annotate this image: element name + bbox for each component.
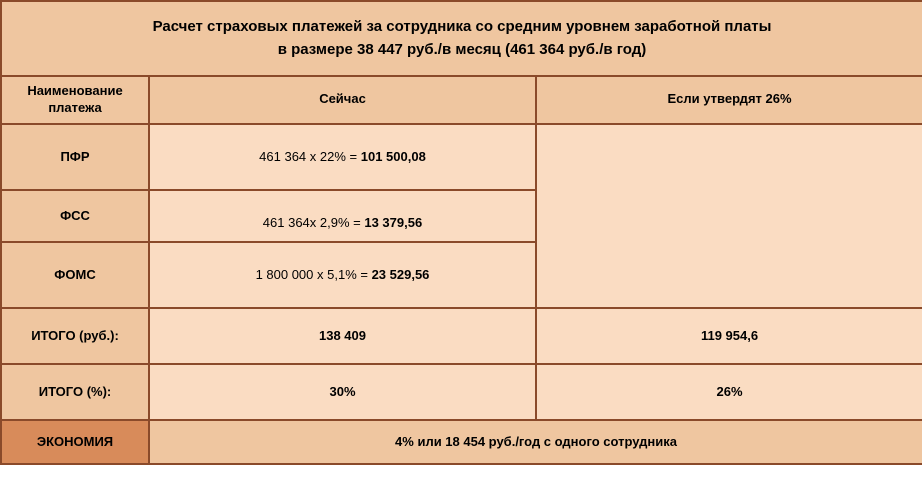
title-line2: в размере 38 447 руб./в месяц (461 364 р… <box>278 41 647 58</box>
savings-value: 4% или 18 454 руб./год с одного сотрудни… <box>149 420 922 464</box>
pfr-result: 101 500,08 <box>361 149 426 164</box>
insurance-payments-table: Расчет страховых платежей за сотрудника … <box>0 0 922 465</box>
label-fss: ФСС <box>1 190 149 242</box>
column-header-row: Наименование платежа Сейчас Если утвердя… <box>1 76 922 124</box>
col-header-proposed: Если утвердят 26% <box>536 76 922 124</box>
col-header-name: Наименование платежа <box>1 76 149 124</box>
label-savings: ЭКОНОМИЯ <box>1 420 149 464</box>
table-title-row: Расчет страховых платежей за сотрудника … <box>1 1 922 76</box>
row-total-pct: ИТОГО (%): 30% 26% <box>1 364 922 420</box>
label-total-rub: ИТОГО (руб.): <box>1 308 149 364</box>
fss-prefix: 461 364х 2,9% = <box>263 215 365 230</box>
proposed-empty-merged <box>536 124 922 308</box>
total-rub-now: 138 409 <box>149 308 536 364</box>
total-pct-now: 30% <box>149 364 536 420</box>
label-total-pct: ИТОГО (%): <box>1 364 149 420</box>
table-title-cell: Расчет страховых платежей за сотрудника … <box>1 1 922 76</box>
label-pfr: ПФР <box>1 124 149 190</box>
row-savings: ЭКОНОМИЯ 4% или 18 454 руб./год с одного… <box>1 420 922 464</box>
foms-prefix: 1 800 000 х 5,1% = <box>256 267 372 282</box>
calc-foms: 1 800 000 х 5,1% = 23 529,56 <box>149 242 536 308</box>
calc-pfr: 461 364 х 22% = 101 500,08 <box>149 124 536 190</box>
title-line1: Расчет страховых платежей за сотрудника … <box>153 18 772 35</box>
col-header-now: Сейчас <box>149 76 536 124</box>
row-pfr: ПФР 461 364 х 22% = 101 500,08 <box>1 124 922 190</box>
label-foms: ФОМС <box>1 242 149 308</box>
calc-fss: 461 364х 2,9% = 13 379,56 <box>149 190 536 242</box>
row-total-rub: ИТОГО (руб.): 138 409 119 954,6 <box>1 308 922 364</box>
total-rub-proposed: 119 954,6 <box>536 308 922 364</box>
total-pct-proposed: 26% <box>536 364 922 420</box>
pfr-prefix: 461 364 х 22% = <box>259 149 361 164</box>
fss-result: 13 379,56 <box>364 215 422 230</box>
foms-result: 23 529,56 <box>372 267 430 282</box>
